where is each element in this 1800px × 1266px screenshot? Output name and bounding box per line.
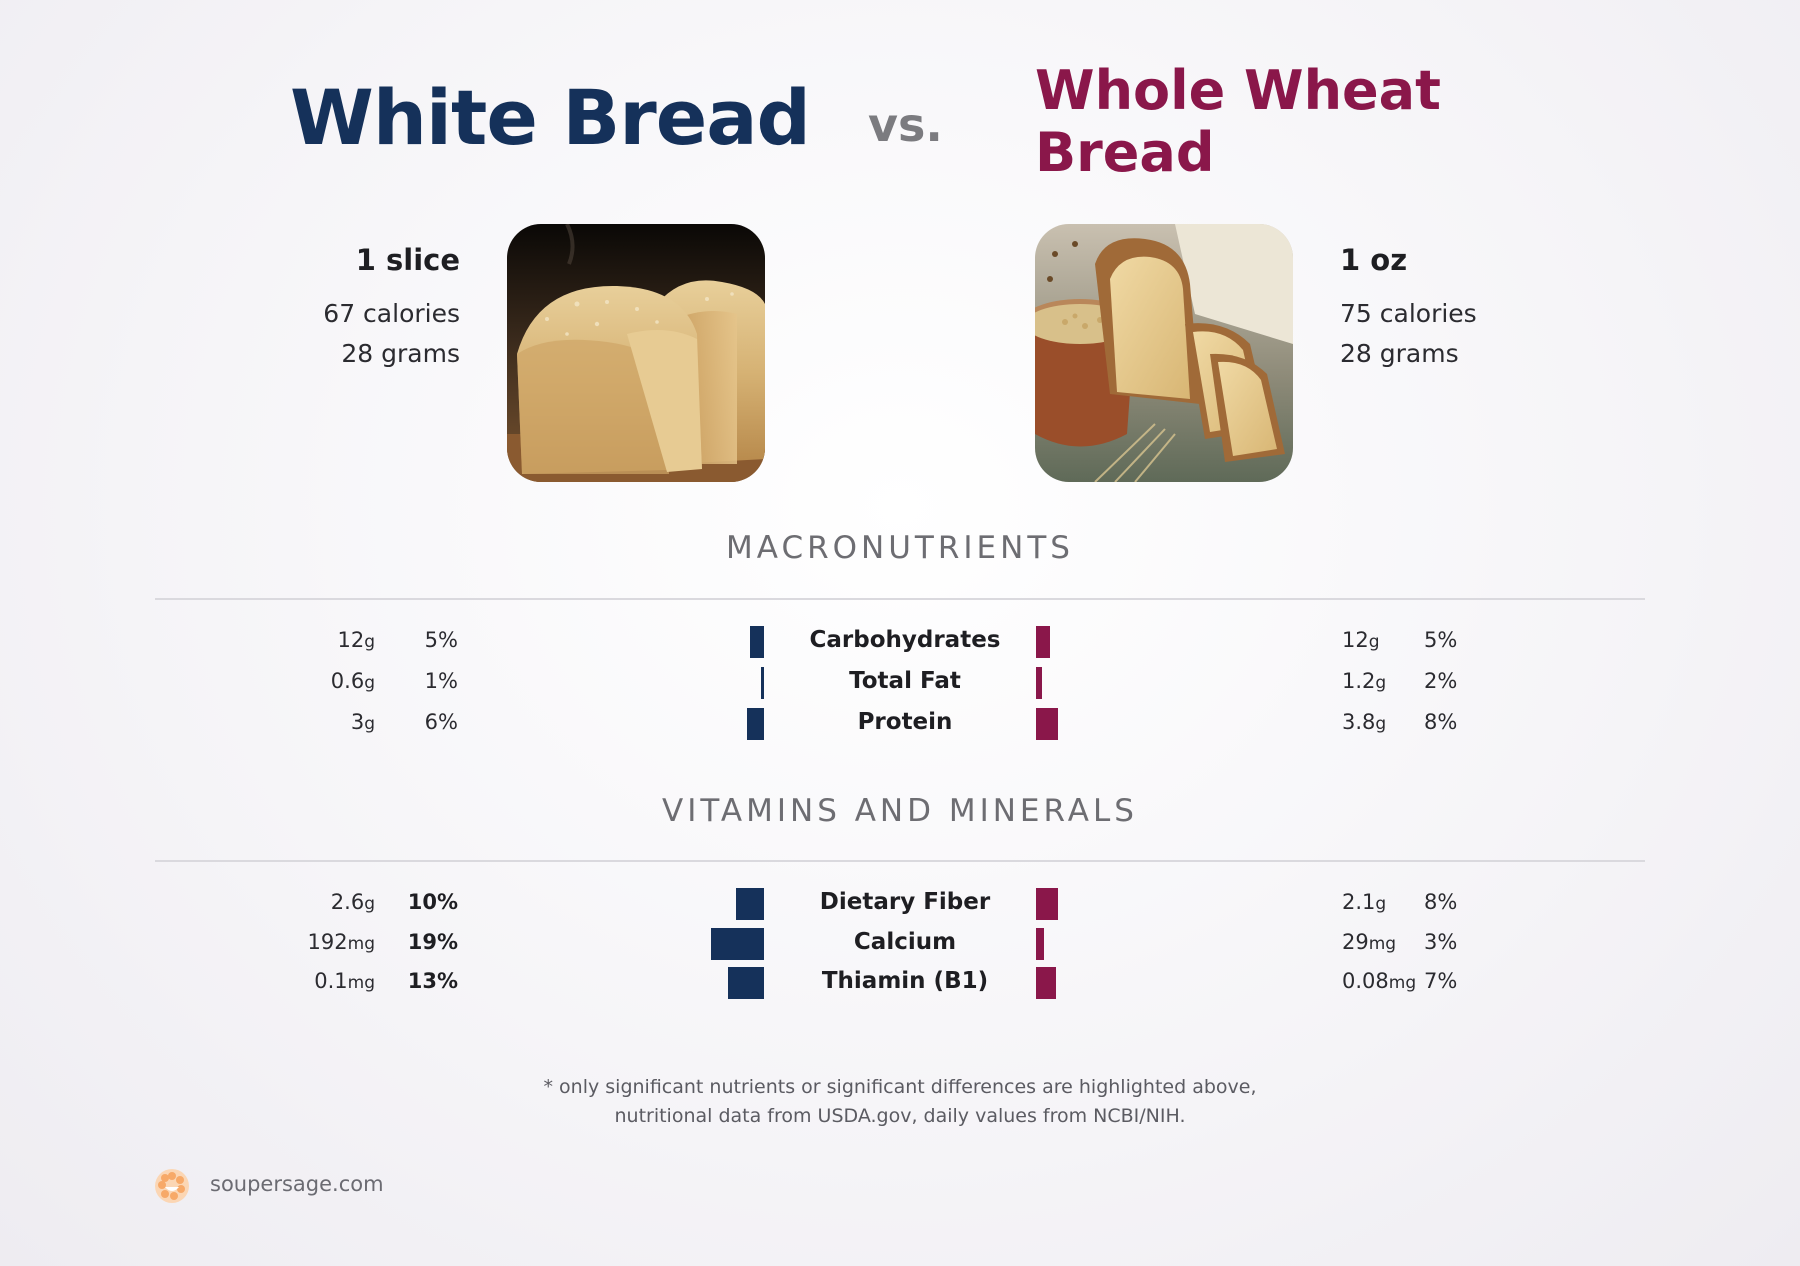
right-percent: 2% — [1424, 669, 1458, 693]
nutrient-label: Thiamin (B1) — [821, 968, 989, 994]
left-amount: 12g — [155, 628, 375, 652]
right-percent: 8% — [1424, 710, 1458, 734]
right-percent: 7% — [1424, 969, 1458, 993]
left-bar — [761, 667, 764, 699]
left-percent: 13% — [407, 969, 458, 993]
whole-wheat-bread-photo — [1035, 224, 1293, 482]
nutrient-label: Protein — [857, 709, 953, 735]
right-bar — [1036, 967, 1056, 999]
left-amount-value: 2.6 — [330, 890, 365, 914]
right-amount-value: 1.2 — [1342, 669, 1376, 693]
left-percent: 6% — [424, 710, 458, 734]
right-grams: 28 grams — [1340, 339, 1459, 368]
brand-name: soupersage.com — [210, 1172, 384, 1196]
right-amount-unit: mg — [1388, 973, 1417, 993]
right-bar — [1036, 927, 1045, 960]
right-amount: 12g — [1342, 628, 1462, 652]
right-amount: 1.2g — [1342, 669, 1462, 693]
left-amount-unit: g — [364, 632, 375, 652]
left-bar — [750, 626, 764, 658]
left-amount-unit: mg — [347, 933, 375, 954]
right-bar — [1036, 626, 1050, 658]
right-bar — [1036, 888, 1059, 920]
right-amount-unit: g — [1368, 632, 1380, 652]
right-bar — [1036, 667, 1042, 699]
white-bread-photo — [507, 224, 765, 482]
right-amount-value: 29 — [1342, 929, 1369, 954]
footnote-line-1: * only significant nutrients or signific… — [543, 1076, 1257, 1098]
left-amount: 0.1mg — [155, 969, 375, 993]
left-amount: 0.6g — [155, 669, 375, 693]
left-amount-value: 192 — [307, 929, 348, 954]
left-amount-unit: g — [364, 714, 375, 734]
section-divider — [155, 860, 1645, 862]
nutrient-label: Carbohydrates — [809, 627, 1001, 653]
section-title-0: MACRONUTRIENTS — [726, 530, 1074, 566]
left-bar — [710, 927, 764, 960]
right-amount: 3.8g — [1342, 710, 1462, 734]
left-amount-value: 0.1 — [314, 969, 348, 993]
section-title-1: VITAMINS AND MINERALS — [662, 793, 1138, 829]
right-amount-value: 2.1 — [1342, 890, 1376, 914]
footnote-line-2: nutritional data from USDA.gov, daily va… — [614, 1105, 1186, 1127]
left-bar — [736, 888, 764, 920]
right-food-title: Whole Wheat Bread — [1035, 59, 1441, 184]
right-amount: 2.1g — [1342, 890, 1462, 914]
right-amount-unit: g — [1375, 894, 1387, 914]
left-bar — [727, 967, 764, 999]
left-amount-value: 0.6 — [330, 669, 365, 693]
left-amount: 192mg — [155, 930, 375, 954]
left-amount: 3g — [155, 710, 375, 734]
right-amount-value: 3.8 — [1342, 710, 1376, 734]
left-percent: 5% — [424, 628, 458, 652]
left-serving: 1 slice — [355, 243, 460, 277]
nutrient-label: Calcium — [853, 928, 957, 955]
left-food-title: White Bread — [290, 73, 811, 162]
left-amount-value: 12 — [337, 628, 365, 652]
right-amount-value: 12 — [1342, 628, 1369, 652]
right-bar — [1036, 708, 1059, 740]
left-grams: 28 grams — [341, 339, 460, 368]
right-amount-unit: g — [1375, 673, 1387, 693]
left-amount-unit: mg — [347, 973, 375, 993]
right-amount-value: 0.08 — [1342, 969, 1389, 993]
left-amount-value: 3 — [350, 710, 365, 734]
right-serving: 1 oz — [1340, 243, 1408, 277]
right-percent: 8% — [1424, 890, 1458, 914]
left-amount-unit: g — [364, 894, 375, 914]
left-calories: 67 calories — [323, 299, 460, 328]
left-bar — [747, 708, 764, 740]
right-amount: 29mg — [1342, 930, 1462, 954]
vs-label: vs. — [868, 98, 943, 152]
section-divider — [155, 598, 1645, 600]
left-percent: 1% — [424, 669, 458, 693]
right-amount-unit: g — [1375, 714, 1387, 734]
left-percent: 10% — [407, 890, 458, 914]
right-amount-unit: mg — [1368, 933, 1397, 954]
right-percent: 3% — [1424, 929, 1458, 954]
left-percent: 19% — [407, 929, 458, 954]
nutrient-label: Dietary Fiber — [819, 889, 991, 915]
right-percent: 5% — [1424, 628, 1458, 652]
brand-logo-icon — [154, 1168, 190, 1204]
nutrient-label: Total Fat — [849, 668, 961, 694]
right-amount: 0.08mg — [1342, 969, 1462, 993]
left-amount-unit: g — [364, 673, 375, 693]
left-amount: 2.6g — [155, 890, 375, 914]
right-calories: 75 calories — [1340, 299, 1477, 328]
